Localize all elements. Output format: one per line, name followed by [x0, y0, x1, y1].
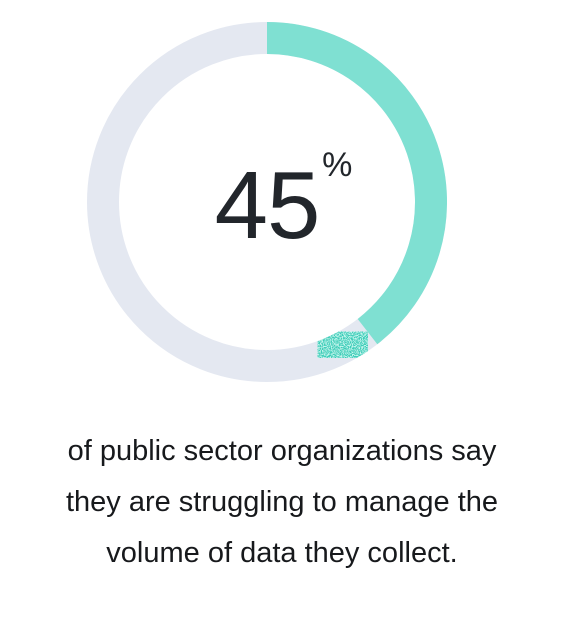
- caption-line-2: they are struggling to manage the: [65, 486, 499, 518]
- donut-progress-arc: [266, 22, 447, 345]
- caption-line-1: of public sector organizations say: [67, 435, 497, 467]
- donut-svg: [87, 22, 447, 382]
- caption-line-3: volume of data they collect.: [106, 537, 458, 569]
- stat-caption: of public sector organizations say they …: [10, 426, 554, 579]
- donut-progress-tail: [312, 318, 378, 374]
- donut-chart: 45%: [87, 22, 447, 382]
